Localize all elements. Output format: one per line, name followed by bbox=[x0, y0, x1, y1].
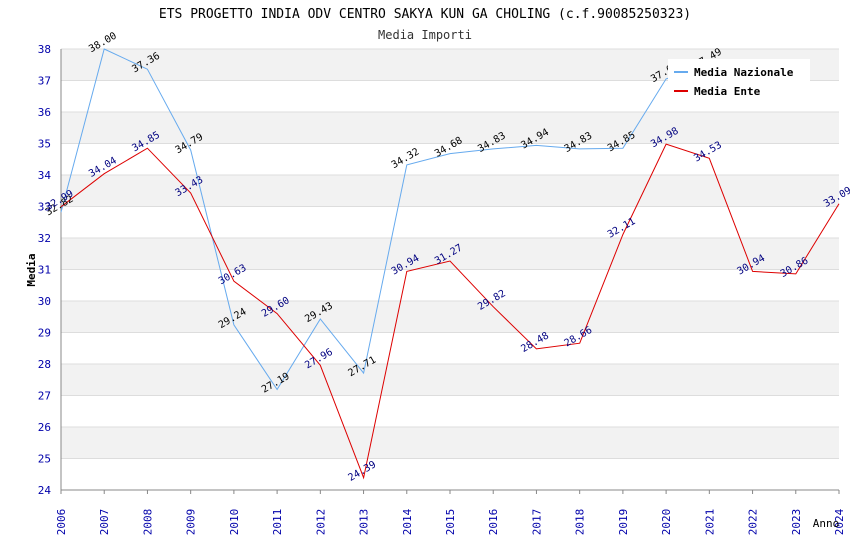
x-tick-label: 2017 bbox=[530, 509, 543, 536]
series-line-nazionale bbox=[60, 48, 710, 391]
x-tick-label: 2014 bbox=[401, 508, 414, 535]
data-label: 24.39 bbox=[347, 459, 379, 484]
y-tick-label: 38 bbox=[38, 43, 51, 56]
x-tick-label: 2015 bbox=[444, 509, 457, 536]
y-tick-label: 25 bbox=[38, 453, 51, 466]
y-tick-label: 37 bbox=[38, 75, 51, 88]
legend-entry: Media Nazionale bbox=[694, 66, 794, 79]
y-tick-label: 36 bbox=[38, 106, 51, 119]
x-axis-label: Anno bbox=[813, 517, 840, 530]
x-tick-label: 2020 bbox=[660, 509, 673, 536]
y-tick-label: 35 bbox=[38, 138, 51, 151]
legend: Media Nazionale Media Ente bbox=[668, 59, 810, 103]
x-tick-labels: 2006 2007 2008 2009 2010 2011 2012 2013 2014 2015… bbox=[55, 508, 846, 535]
x-tick-label: 2022 bbox=[747, 509, 760, 536]
axes bbox=[60, 49, 840, 494]
x-tick-label: 2019 bbox=[617, 509, 630, 536]
x-tick-label: 2010 bbox=[228, 509, 241, 536]
y-tick-label: 34 bbox=[38, 169, 52, 182]
x-tick-label: 2011 bbox=[271, 509, 284, 536]
grid-bands bbox=[61, 49, 839, 459]
grid-band bbox=[61, 238, 839, 270]
chart-subtitle: Media Importi bbox=[378, 28, 472, 42]
x-tick-label: 2024 bbox=[833, 508, 846, 535]
grid-band bbox=[61, 301, 839, 333]
y-tick-label: 28 bbox=[38, 358, 51, 371]
y-axis-label: Media bbox=[25, 253, 38, 286]
x-tick-label: 2008 bbox=[141, 509, 154, 536]
x-tick-label: 2016 bbox=[487, 509, 500, 536]
x-tick-label: 2007 bbox=[98, 509, 111, 536]
y-tick-label: 26 bbox=[38, 421, 51, 434]
y-tick-label: 33 bbox=[38, 201, 51, 214]
x-tick-label: 2023 bbox=[790, 509, 803, 536]
x-tick-label: 2021 bbox=[703, 509, 716, 536]
x-tick-label: 2018 bbox=[574, 509, 587, 536]
y-tick-label: 24 bbox=[38, 484, 52, 497]
y-tick-label: 30 bbox=[38, 295, 51, 308]
grid-band bbox=[61, 427, 839, 459]
legend-entry: Media Ente bbox=[694, 85, 761, 98]
y-tick-label: 32 bbox=[38, 232, 51, 245]
series-lines bbox=[60, 48, 840, 480]
data-label: 28.48 bbox=[519, 330, 551, 355]
data-label: 34.32 bbox=[390, 146, 422, 171]
x-tick-label: 2009 bbox=[185, 509, 198, 536]
y-tick-label: 27 bbox=[38, 390, 51, 403]
y-tick-labels: 24 25 26 27 28 29 30 31 32 33 34 35 36 37 38 bbox=[38, 43, 52, 497]
grid-band bbox=[61, 112, 839, 144]
y-tick-label: 31 bbox=[38, 264, 51, 277]
grid-band bbox=[61, 364, 839, 396]
series-line-ente bbox=[60, 143, 840, 480]
legend-box bbox=[668, 59, 810, 103]
x-tick-label: 2012 bbox=[314, 509, 327, 536]
y-tick-label: 29 bbox=[38, 327, 51, 340]
x-tick-label: 2013 bbox=[358, 509, 371, 536]
chart-title: ETS PROGETTO INDIA ODV CENTRO SAKYA KUN … bbox=[159, 7, 691, 22]
grid-band bbox=[61, 175, 839, 207]
x-tick-label: 2006 bbox=[55, 509, 68, 536]
